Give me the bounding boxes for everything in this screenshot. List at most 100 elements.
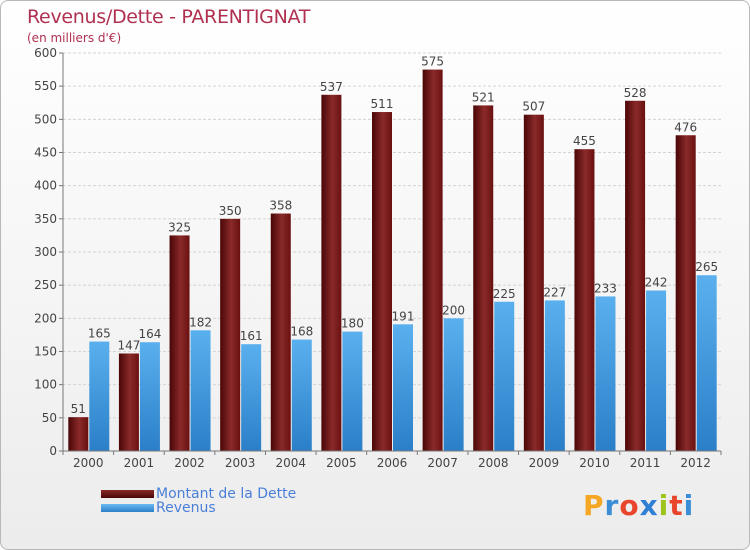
- x-tick-label: 2011: [630, 456, 661, 470]
- legend-label-dette: Montant de la Dette: [156, 486, 297, 502]
- data-label-dette: 537: [320, 80, 343, 94]
- data-label-revenus: 180: [341, 317, 364, 331]
- bar-revenus: [494, 301, 515, 451]
- y-tick-label: 550: [34, 79, 57, 93]
- bar-dette: [625, 100, 646, 451]
- y-tick-label: 600: [34, 46, 57, 60]
- data-label-revenus: 164: [138, 327, 161, 341]
- bar-revenus: [646, 290, 667, 451]
- bar-dette: [270, 213, 291, 451]
- y-tick-label: 450: [34, 146, 57, 160]
- bar-revenus: [89, 341, 110, 451]
- logo-letter: i: [658, 489, 670, 522]
- bar-dette: [372, 112, 392, 451]
- data-label-dette: 350: [219, 204, 242, 218]
- x-tick-label: 2004: [275, 456, 306, 470]
- bar-revenus: [291, 339, 312, 451]
- bar-dette: [220, 218, 241, 451]
- logo-letter: P: [583, 489, 605, 522]
- data-label-revenus: 165: [88, 327, 111, 341]
- y-tick-label: 350: [34, 212, 57, 226]
- x-tick-label: 2005: [326, 456, 357, 470]
- bar-dette: [574, 149, 595, 451]
- data-label-revenus: 168: [290, 325, 313, 339]
- y-tick-label: 250: [34, 278, 57, 292]
- y-tick-label: 400: [34, 179, 57, 193]
- data-label-dette: 575: [421, 55, 444, 69]
- data-label-revenus: 200: [442, 303, 465, 317]
- x-tick-label: 2001: [124, 456, 155, 470]
- x-tick-label: 2000: [73, 456, 104, 470]
- x-tick-label: 2008: [478, 456, 509, 470]
- y-tick-label: 300: [34, 245, 57, 259]
- data-label-revenus: 225: [493, 287, 516, 301]
- y-tick-label: 200: [34, 311, 57, 325]
- chart-title: Revenus/Dette - PARENTIGNAT: [27, 6, 311, 28]
- bar-revenus: [190, 330, 211, 451]
- x-tick-label: 2009: [529, 456, 560, 470]
- data-label-revenus: 242: [645, 275, 668, 289]
- bar-revenus: [342, 331, 363, 451]
- bar-revenus: [393, 324, 413, 451]
- data-label-revenus: 182: [189, 315, 212, 329]
- bar-dette: [675, 135, 696, 451]
- logo-letter: i: [683, 489, 695, 522]
- y-tick-label: 100: [34, 378, 57, 392]
- y-tick-label: 0: [49, 444, 57, 458]
- bar-dette: [321, 94, 342, 451]
- legend: Montant de la Dette Revenus: [101, 486, 361, 516]
- bar-revenus: [139, 342, 160, 451]
- bar-dette: [473, 105, 494, 452]
- data-label-dette: 476: [674, 120, 697, 134]
- y-tick-label: 150: [34, 345, 57, 359]
- y-tick-label: 500: [34, 112, 57, 126]
- bar-revenus: [595, 296, 616, 451]
- bar-dette: [68, 417, 89, 451]
- bar-dette: [422, 69, 443, 451]
- data-label-revenus: 265: [695, 260, 718, 274]
- data-label-revenus: 161: [240, 329, 263, 343]
- data-label-dette: 455: [573, 134, 596, 148]
- logo-letter: o: [619, 489, 640, 522]
- x-tick-label: 2012: [680, 456, 711, 470]
- legend-swatch-revenus: [101, 504, 154, 512]
- x-tick-label: 2006: [377, 456, 408, 470]
- data-label-dette: 511: [371, 97, 394, 111]
- bar-revenus: [544, 300, 565, 451]
- x-tick-label: 2003: [225, 456, 256, 470]
- chart-subtitle: (en milliers d'€): [27, 31, 122, 45]
- bar-revenus: [696, 275, 717, 451]
- logo-letter: t: [669, 489, 684, 522]
- bar-dette: [118, 353, 139, 451]
- bar-revenus: [443, 318, 464, 451]
- data-label-dette: 528: [624, 86, 647, 100]
- data-label-dette: 507: [522, 100, 545, 114]
- data-label-dette: 358: [269, 199, 292, 213]
- bar-dette: [523, 114, 544, 451]
- logo-letter: x: [639, 489, 659, 522]
- legend-item-dette: Montant de la Dette: [101, 486, 361, 502]
- legend-item-revenus: Revenus: [101, 500, 361, 516]
- x-tick-label: 2007: [427, 456, 458, 470]
- proxiti-logo: Proxiti: [583, 489, 694, 522]
- data-label-revenus: 227: [543, 285, 566, 299]
- data-label-revenus: 233: [594, 281, 617, 295]
- logo-letter: r: [604, 489, 620, 522]
- data-label-dette: 51: [71, 402, 86, 416]
- bars: [68, 69, 717, 452]
- y-tick-label: 50: [42, 411, 57, 425]
- legend-swatch-dette: [101, 490, 154, 498]
- data-label-dette: 147: [117, 338, 140, 352]
- data-label-dette: 521: [472, 90, 495, 104]
- data-label-dette: 325: [168, 220, 191, 234]
- bar-dette: [169, 235, 190, 451]
- legend-label-revenus: Revenus: [156, 500, 216, 516]
- bar-revenus: [241, 344, 262, 451]
- axes: 0 50 100 150 200 250 300 350 400 450 500 550 600 2000…: [34, 46, 722, 470]
- x-tick-label: 2010: [579, 456, 610, 470]
- data-label-revenus: 191: [392, 309, 415, 323]
- x-tick-label: 2002: [174, 456, 205, 470]
